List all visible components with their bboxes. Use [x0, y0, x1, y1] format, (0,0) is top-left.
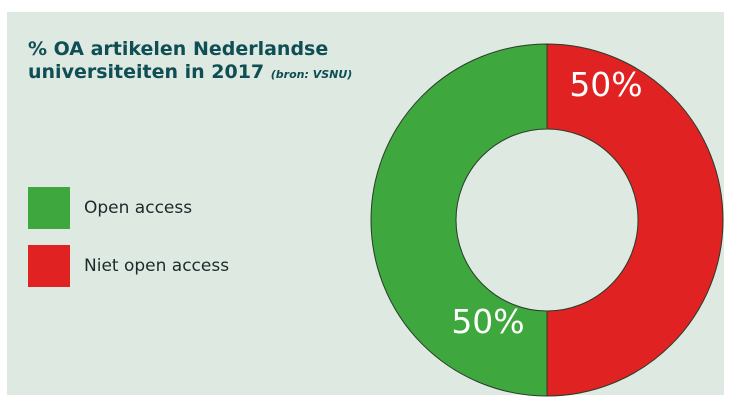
chart-title: % OA artikelen Nederlandse universiteite…: [28, 38, 352, 86]
legend-swatch-open-access: [28, 187, 70, 229]
legend-label-open-access: Open access: [84, 198, 193, 218]
title-source: (bron: VSNU): [270, 68, 353, 81]
title-line-2: universiteiten in 2017: [28, 61, 265, 83]
legend: Open access Niet open access: [28, 187, 229, 303]
legend-item-open-access: Open access: [28, 187, 229, 229]
legend-item-niet-open-access: Niet open access: [28, 245, 229, 287]
data-label-open-access: 50%: [451, 302, 524, 341]
slice-niet-open-access: [546, 43, 724, 397]
legend-label-niet-open-access: Niet open access: [84, 256, 230, 276]
legend-swatch-niet-open-access: [28, 245, 70, 287]
title-line-1: % OA artikelen Nederlandse: [28, 38, 329, 60]
data-label-niet-open-access: 50%: [569, 65, 642, 104]
slice-open-access: [370, 43, 548, 397]
